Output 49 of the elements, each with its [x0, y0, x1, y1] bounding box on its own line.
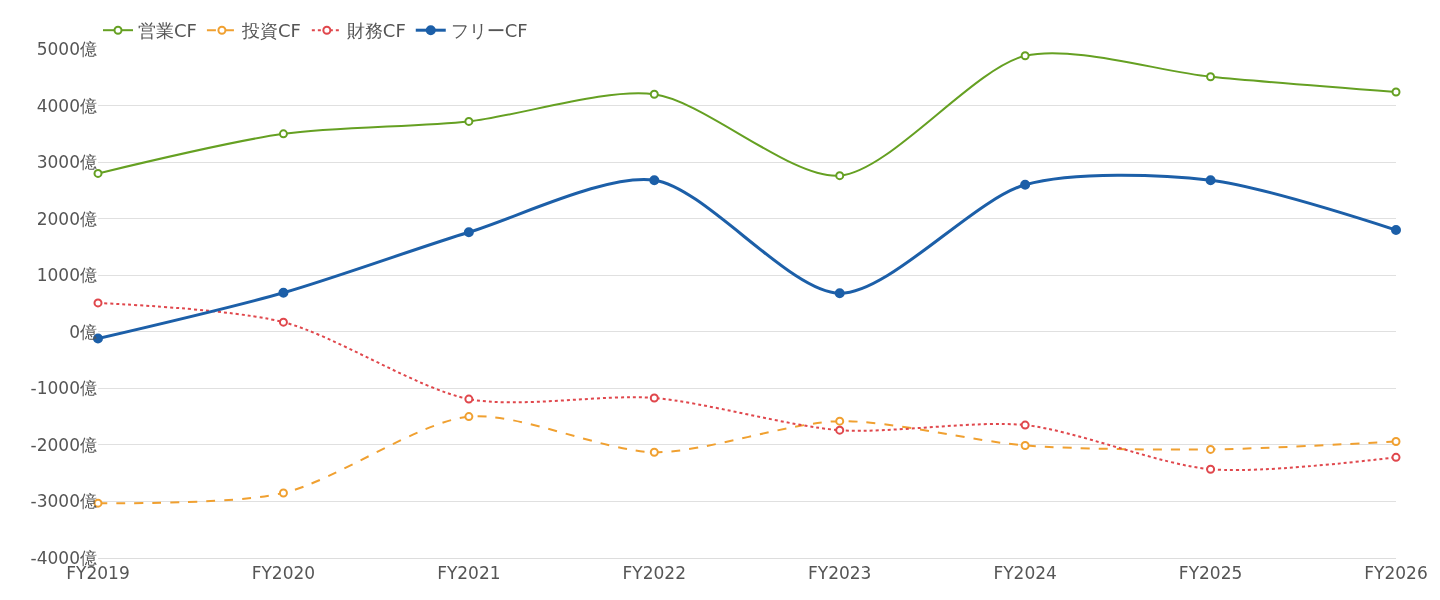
point	[835, 416, 845, 426]
point	[464, 116, 474, 126]
point	[1206, 444, 1216, 454]
y-tick-label: 5000億	[36, 38, 97, 59]
x-tick-label: FY2022	[622, 563, 687, 584]
point	[464, 412, 474, 422]
point	[649, 175, 660, 186]
point	[835, 171, 845, 181]
x-tick-label: FY2020	[251, 563, 316, 584]
point	[464, 394, 474, 404]
y-tick-label: -1000億	[30, 378, 97, 399]
point	[834, 288, 845, 299]
point	[1020, 179, 1031, 190]
point	[649, 393, 659, 403]
x-tick-label: FY2026	[1364, 563, 1428, 584]
y-tick-label: -3000億	[30, 491, 97, 512]
point	[278, 488, 288, 498]
x-tick-label: FY2024	[993, 563, 1057, 584]
point	[1206, 464, 1216, 474]
point	[1020, 51, 1030, 61]
x-tick-label: FY2021	[437, 563, 501, 584]
point	[1391, 452, 1401, 462]
y-tick-label: 0億	[69, 321, 97, 342]
y-tick-label: 1000億	[36, 265, 97, 286]
legend-label: 投資CF	[240, 20, 301, 42]
y-tick-label: -2000億	[30, 434, 97, 455]
legend-label: 営業CF	[138, 20, 197, 42]
point	[278, 129, 288, 139]
legend-label: 財務CF	[346, 20, 406, 42]
x-tick-label: FY2025	[1178, 563, 1243, 584]
y-tick-label: 4000億	[36, 95, 97, 116]
legend-label: フリーCF	[450, 20, 528, 42]
y-tick-label: 2000億	[36, 208, 97, 229]
y-tick-label: 3000億	[36, 152, 97, 173]
point	[1020, 420, 1030, 430]
point	[278, 317, 288, 327]
x-tick-label: FY2023	[807, 563, 872, 584]
point	[463, 227, 474, 238]
point	[1206, 72, 1216, 82]
point	[1205, 175, 1216, 186]
point	[1020, 440, 1030, 450]
point	[835, 425, 845, 435]
point	[1391, 437, 1401, 446]
point	[278, 287, 289, 298]
point	[1391, 224, 1401, 235]
point	[649, 447, 659, 457]
point	[1391, 87, 1401, 97]
point	[649, 89, 659, 99]
point	[93, 298, 103, 308]
